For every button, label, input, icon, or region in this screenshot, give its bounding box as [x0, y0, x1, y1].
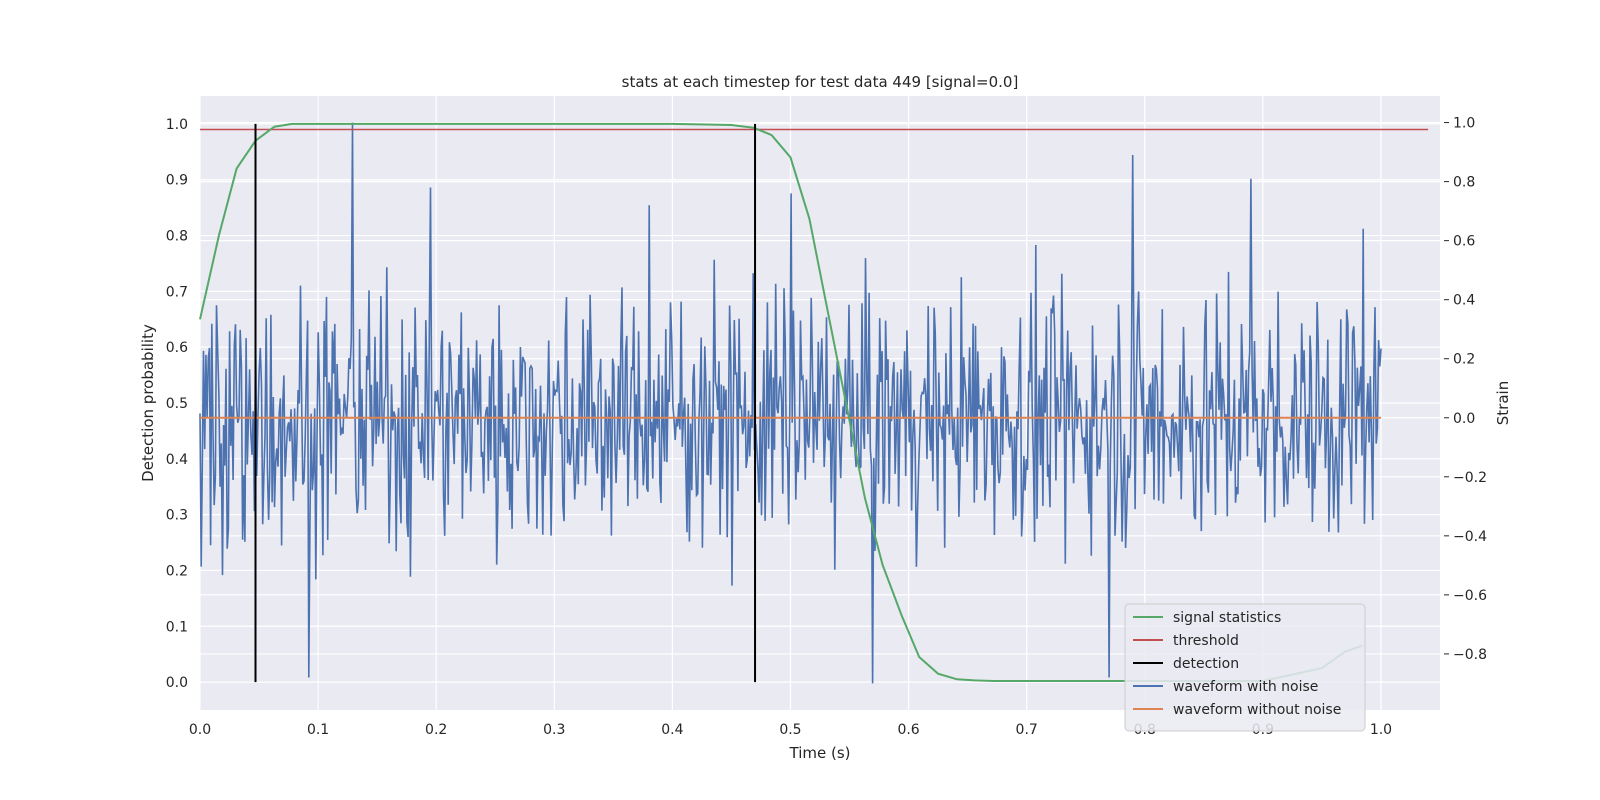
y-tick-label-left: 0.3 — [166, 508, 188, 524]
x-tick-label: 1.0 — [1370, 722, 1392, 738]
axes-layer: 0.0 0.1 0.2 0.3 0.4 0.5 0.6 0.7 0.8 0.9 1.0 0.0 0.1 0… — [166, 116, 1487, 738]
y-tick-label-left: 0.5 — [166, 396, 188, 412]
legend-box — [1124, 603, 1366, 732]
y-tick-label-right: 0.4 — [1453, 293, 1475, 309]
y-tick-label-right: 0.8 — [1453, 175, 1475, 191]
y-tick-label-left: 0.8 — [166, 229, 188, 245]
y-axis-label-right: Strain — [1494, 381, 1512, 425]
x-tick-label: 0.2 — [425, 722, 447, 738]
legend-label: detection — [1173, 656, 1239, 672]
x-tick-label: 0.4 — [661, 722, 683, 738]
y-tick-label-left: 0.7 — [166, 284, 188, 300]
legend-label: threshold — [1173, 633, 1239, 649]
legend: signal statistics threshold detection wavef… — [1124, 603, 1366, 732]
chart-title: stats at each timestep for test data 449… — [622, 73, 1019, 91]
y-tick-label-right: 1.0 — [1453, 116, 1475, 132]
y-tick-label-left: 0.9 — [166, 173, 188, 189]
y-tick-label-right: 0.6 — [1453, 234, 1475, 250]
y-tick-label-right: −0.4 — [1453, 529, 1487, 545]
y-tick-label-left: 0.0 — [166, 675, 188, 691]
series-waveform-with-noise — [199, 122, 1382, 684]
y-tick-label-left: 0.6 — [166, 340, 188, 356]
x-tick-label: 0.1 — [307, 722, 329, 738]
x-tick-label: 0.6 — [897, 722, 919, 738]
y-tick-label-right: 0.0 — [1453, 411, 1475, 427]
x-tick-label: 0.7 — [1016, 722, 1038, 738]
y-tick-label-right: −0.8 — [1453, 647, 1487, 663]
x-tick-label: 0.0 — [189, 722, 211, 738]
legend-label: signal statistics — [1173, 610, 1281, 626]
x-axis-label: Time (s) — [789, 744, 851, 762]
series-layer — [199, 122, 1429, 684]
y-tick-label-left: 0.1 — [166, 619, 188, 635]
series-signal-statistics — [199, 122, 1363, 682]
x-tick-label: 0.5 — [779, 722, 801, 738]
y-axis-label-left: Detection probability — [139, 324, 157, 482]
y-tick-label-left: 0.4 — [166, 452, 188, 468]
y-tick-label-left: 1.0 — [166, 117, 188, 133]
y-tick-label-left: 0.2 — [166, 563, 188, 579]
y-tick-label-right: 0.2 — [1453, 352, 1475, 368]
legend-label: waveform without noise — [1173, 702, 1341, 718]
x-tick-label: 0.3 — [543, 722, 565, 738]
y-tick-label-right: −0.6 — [1453, 588, 1487, 604]
legend-label: waveform with noise — [1173, 679, 1318, 695]
y-tick-label-right: −0.2 — [1453, 470, 1487, 486]
